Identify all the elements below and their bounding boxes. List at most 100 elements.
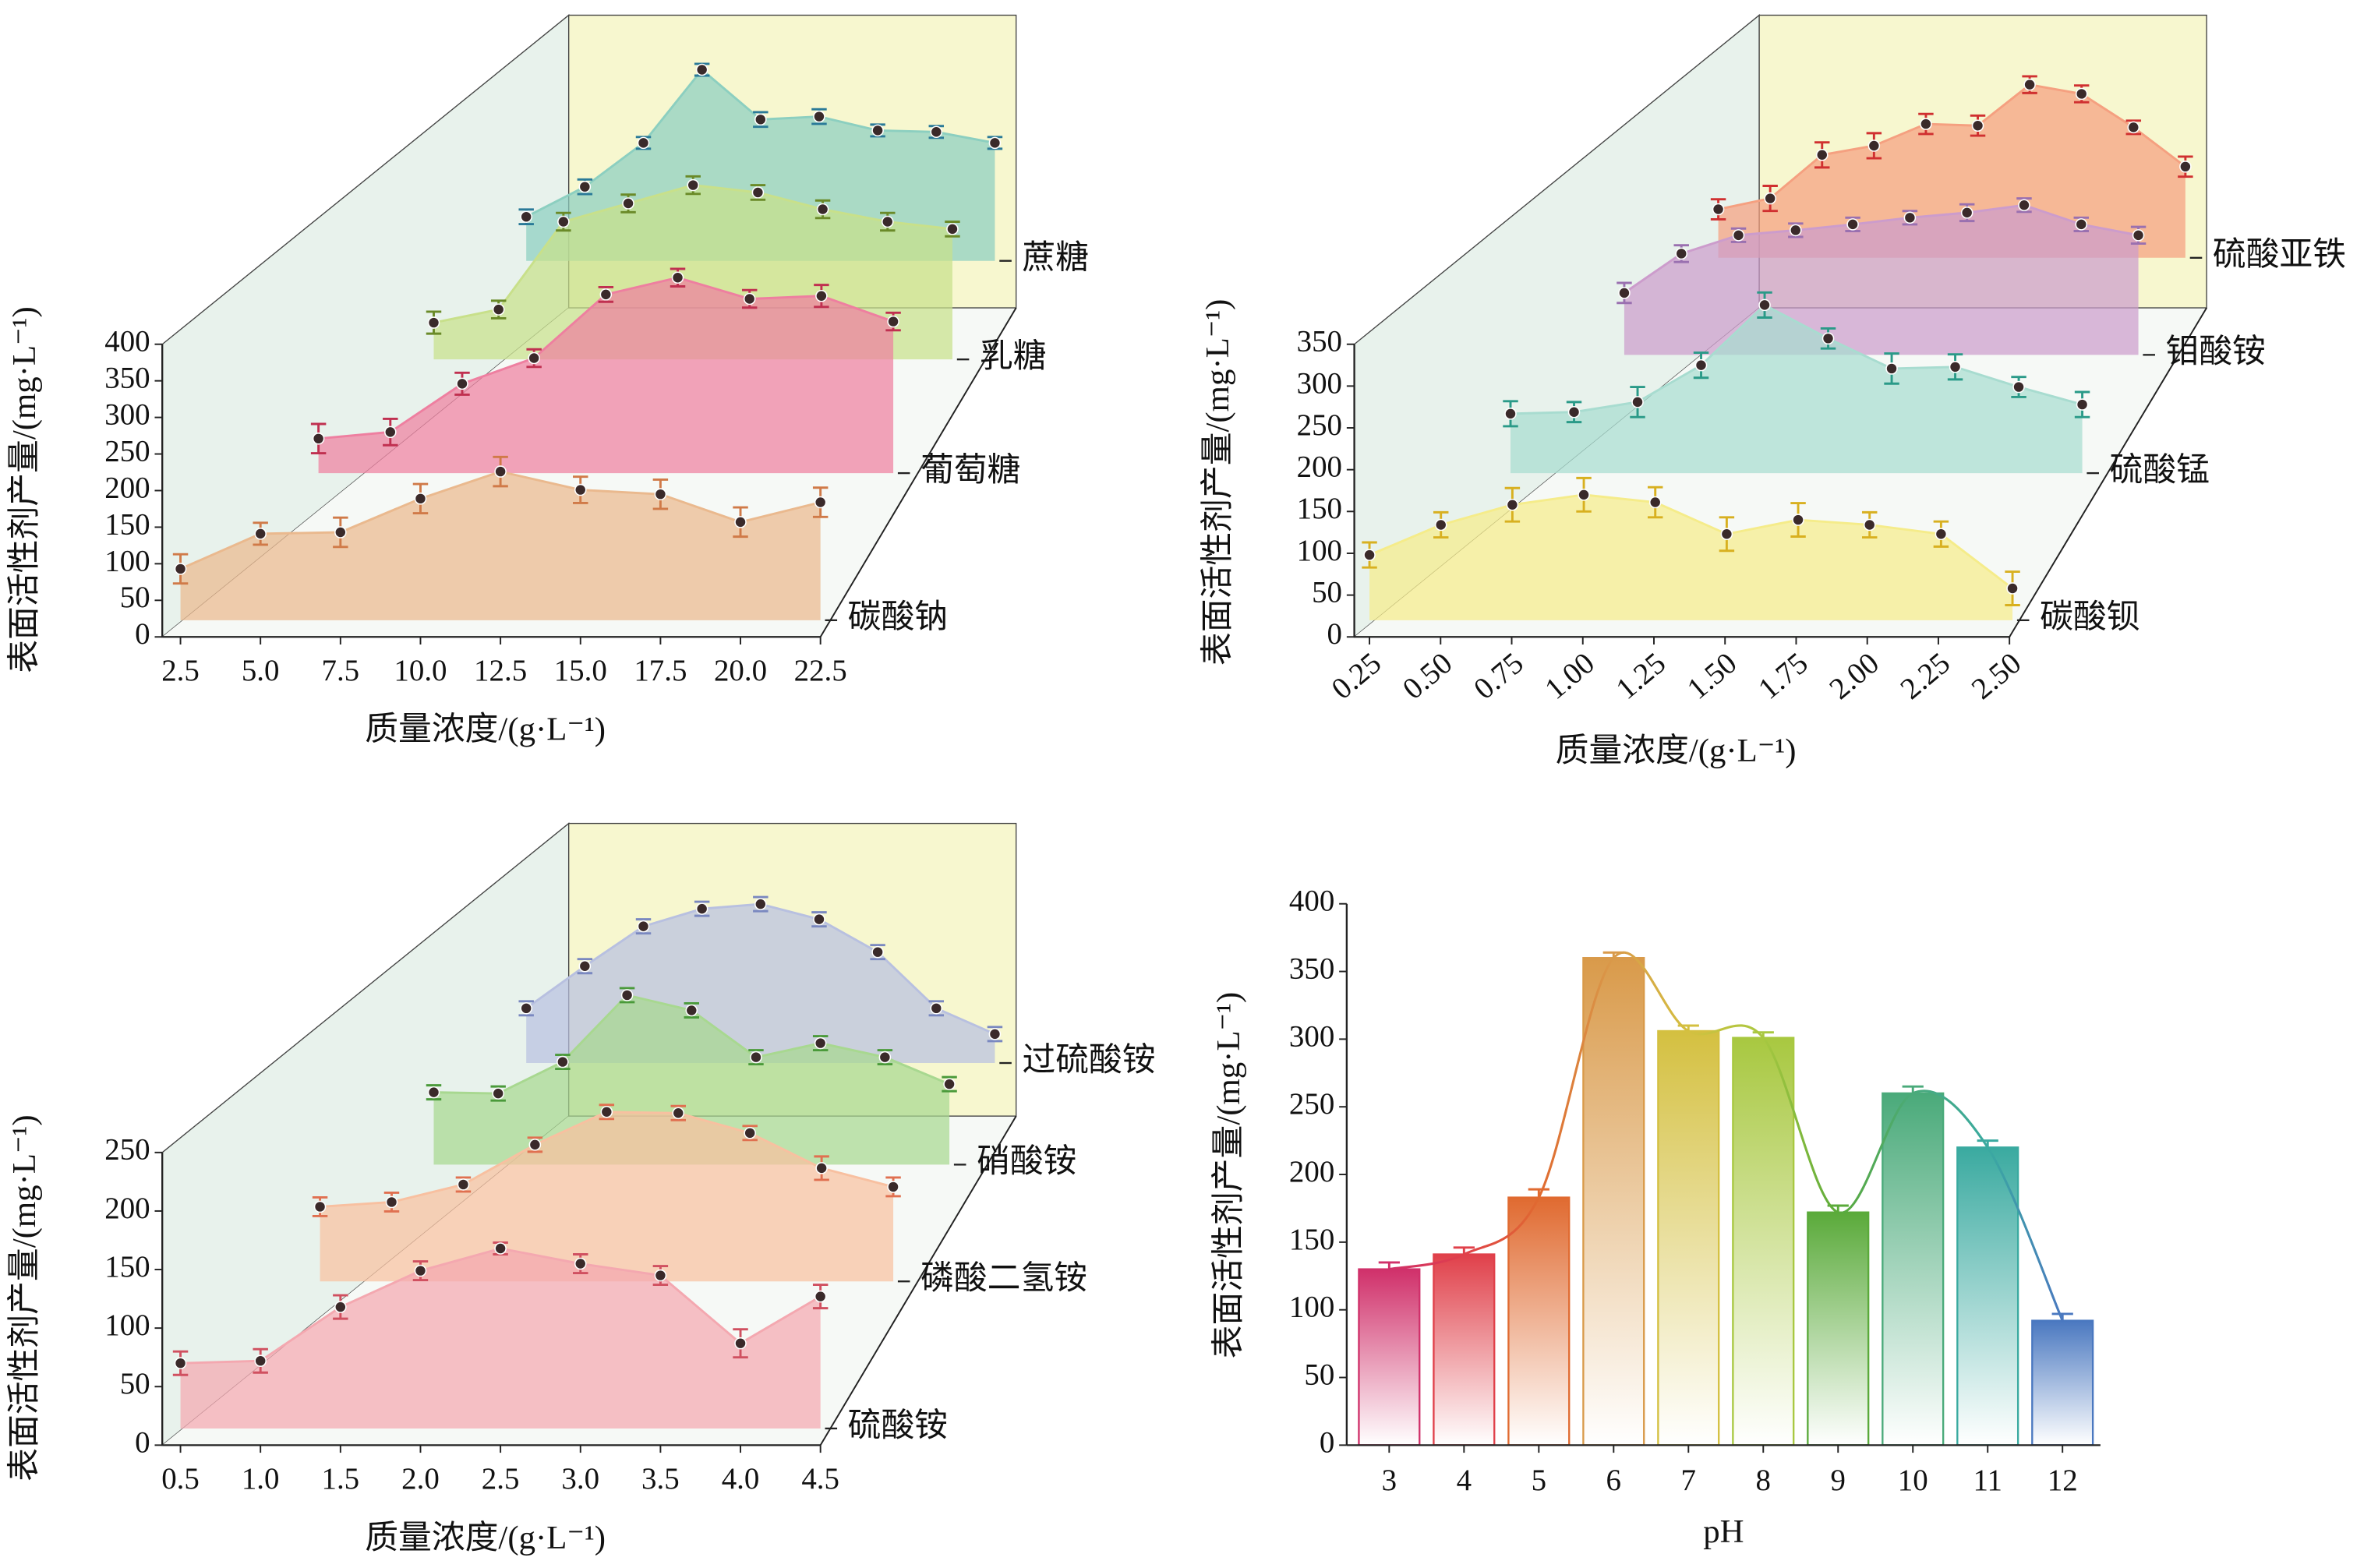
marker — [1363, 549, 1376, 561]
marker — [946, 223, 959, 235]
y-axis-label: 表面活性剂产量/(mg·L⁻¹) — [6, 306, 43, 673]
y-tick-label: 150 — [104, 507, 150, 541]
x-tick-label: 7.5 — [322, 654, 360, 687]
bar — [1358, 1268, 1421, 1446]
x-tick-label: 0.25 — [1325, 646, 1387, 706]
x-tick-label: 3.5 — [641, 1462, 680, 1496]
x-tick-label: 0.5 — [161, 1462, 200, 1496]
y-tick-label: 300 — [1297, 366, 1342, 400]
x-tick-label: 2.5 — [161, 654, 200, 687]
x-axis-label: 质量浓度/(g·L⁻¹) — [365, 712, 606, 748]
marker — [174, 563, 187, 575]
marker — [254, 528, 267, 540]
series-label: 蔗糖 — [1022, 240, 1089, 277]
marker — [1792, 514, 1804, 526]
y-tick-label: 250 — [1289, 1087, 1334, 1121]
marker — [672, 1107, 685, 1120]
bar — [1807, 1211, 1870, 1446]
y-tick-label: 250 — [1297, 408, 1342, 442]
marker — [1764, 192, 1776, 205]
marker — [743, 292, 756, 305]
series-label: 碳酸钠 — [848, 599, 948, 636]
marker — [754, 898, 767, 910]
y-tick-label: 200 — [1297, 450, 1342, 484]
marker — [695, 902, 708, 915]
marker — [654, 1269, 667, 1282]
marker — [1720, 528, 1733, 541]
marker — [881, 215, 894, 228]
x-tick-label: 2.50 — [1966, 646, 2028, 706]
marker — [1920, 118, 1932, 130]
marker — [557, 1055, 569, 1068]
bar — [1657, 1029, 1720, 1446]
marker — [1758, 298, 1771, 312]
area — [320, 1111, 894, 1282]
marker — [2179, 161, 2192, 173]
x-tick-label: 10 — [1898, 1464, 1928, 1497]
bar — [1956, 1146, 2019, 1446]
marker — [1732, 229, 1745, 242]
x-tick-label: 2.5 — [482, 1462, 520, 1496]
y-tick-label: 100 — [1297, 534, 1342, 567]
x-tick-label: 17.5 — [634, 654, 687, 687]
x-tick-label: 3.0 — [561, 1462, 599, 1496]
marker — [750, 1051, 762, 1064]
bar — [1582, 957, 1645, 1446]
x-tick-label: 12 — [2048, 1464, 2078, 1497]
depth-axis — [819, 1115, 1017, 1446]
x-tick-label: 2.00 — [1823, 646, 1885, 706]
marker — [528, 1139, 542, 1151]
line — [1510, 303, 2083, 415]
marker — [520, 210, 532, 223]
line — [1624, 203, 2139, 295]
marker — [2012, 380, 2025, 394]
line — [1369, 493, 2013, 590]
marker — [930, 1002, 943, 1015]
marker — [687, 178, 700, 192]
x-tick-label: 7 — [1681, 1464, 1696, 1497]
y-tick-label: 350 — [104, 362, 150, 395]
marker — [813, 110, 825, 123]
x-tick-label: 10.0 — [394, 654, 447, 687]
marker — [313, 1200, 327, 1213]
y-tick-label: 100 — [104, 1308, 150, 1342]
series-label: 硫酸铵 — [848, 1407, 948, 1444]
y-tick-label: 100 — [104, 544, 150, 577]
marker — [622, 197, 634, 210]
marker — [1567, 405, 1581, 418]
marker — [815, 1162, 828, 1174]
y-tick-label: 100 — [1289, 1291, 1334, 1324]
series-label: 乳糖 — [980, 338, 1047, 375]
depth-axis — [2009, 307, 2207, 637]
y-tick-label: 0 — [135, 617, 150, 651]
bar — [1882, 1092, 1945, 1446]
marker — [695, 63, 708, 76]
y-tick-label: 400 — [104, 325, 150, 358]
x-tick-label: 1.25 — [1609, 646, 1672, 706]
marker — [1648, 496, 1662, 509]
marker — [943, 1078, 956, 1090]
marker — [2076, 398, 2089, 411]
marker — [2132, 229, 2145, 242]
marker — [1949, 361, 1962, 373]
y-tick-label: 50 — [120, 581, 150, 614]
marker — [492, 303, 505, 316]
marker — [1578, 489, 1590, 501]
y-tick-label: 50 — [1304, 1358, 1334, 1391]
marker — [1846, 218, 1859, 231]
marker — [1815, 148, 1829, 161]
y-tick-label: 50 — [1312, 576, 1342, 609]
x-tick-label: 4.0 — [722, 1462, 760, 1496]
bar — [1732, 1037, 1795, 1446]
marker — [1618, 287, 1631, 299]
x-tick-label: 1.5 — [322, 1462, 360, 1496]
marker — [174, 1357, 187, 1369]
y-axis-label: 表面活性剂产量/(mg·L⁻¹) — [1210, 992, 1247, 1358]
x-tick-label: 3 — [1382, 1464, 1397, 1497]
marker — [557, 215, 570, 228]
marker — [578, 180, 592, 193]
marker — [815, 289, 828, 302]
marker — [871, 124, 884, 137]
y-axis-label: 表面活性剂产量/(mg·L⁻¹) — [1200, 299, 1236, 666]
marker — [1694, 358, 1708, 372]
